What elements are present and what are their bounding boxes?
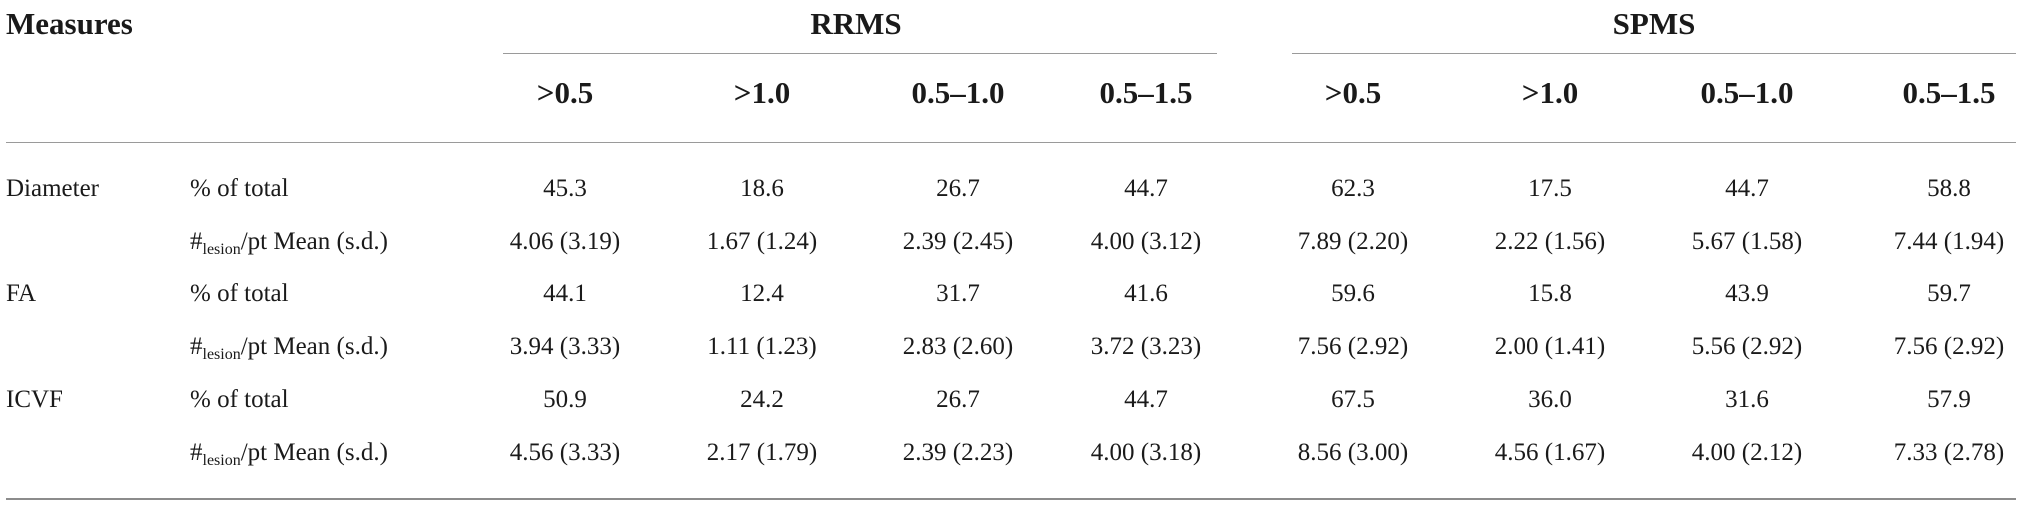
lesion-subscript: lesion: [202, 346, 241, 363]
table-cell: 7.33 (2.78): [1893, 439, 2005, 466]
table-cell: 12.4: [740, 280, 784, 307]
table-cell: 2.22 (1.56): [1494, 228, 1606, 255]
header-bottom-rule: [6, 142, 2016, 143]
row-label-lesion-mean: #lesion/pt Mean (s.d.): [190, 439, 388, 469]
lesion-tail: /pt Mean (s.d.): [240, 439, 388, 466]
table-cell: 43.9: [1725, 280, 1769, 307]
row-label-percent: % of total: [190, 280, 289, 307]
table-cell: 5.67 (1.58): [1691, 228, 1803, 255]
table-cell: 26.7: [936, 175, 980, 202]
table-cell: 8.56 (3.00): [1297, 439, 1409, 466]
table-cell: 15.8: [1528, 280, 1572, 307]
table-cell: 5.56 (2.92): [1691, 333, 1803, 360]
column-header: >0.5: [1324, 75, 1382, 110]
measure-name: Diameter: [6, 175, 100, 202]
table-cell: 50.9: [543, 386, 587, 413]
table-cell: 58.8: [1927, 175, 1971, 202]
table-cell: 7.89 (2.20): [1297, 228, 1409, 255]
lesion-hash: #: [190, 333, 203, 360]
measures-header: Measures: [6, 6, 133, 41]
column-header: >1.0: [733, 75, 791, 110]
rrms-group-rule: [503, 53, 1217, 54]
table-cell: 1.67 (1.24): [706, 228, 818, 255]
table-cell: 4.56 (3.33): [509, 439, 621, 466]
row-label-percent: % of total: [190, 175, 289, 202]
table-cell: 2.83 (2.60): [902, 333, 1014, 360]
table-cell: 57.9: [1927, 386, 1971, 413]
measure-name: ICVF: [6, 386, 63, 413]
table-cell: 17.5: [1528, 175, 1572, 202]
table-cell: 7.56 (2.92): [1297, 333, 1409, 360]
table-cell: 26.7: [936, 386, 980, 413]
table-cell: 3.94 (3.33): [509, 333, 621, 360]
table-cell: 44.7: [1124, 386, 1168, 413]
row-label-percent: % of total: [190, 386, 289, 413]
table-cell: 18.6: [740, 175, 784, 202]
lesion-tail: /pt Mean (s.d.): [240, 333, 388, 360]
table-cell: 59.7: [1927, 280, 1971, 307]
column-header: 0.5–1.5: [1902, 75, 1996, 110]
lesion-hash: #: [190, 439, 203, 466]
table-cell: 31.6: [1725, 386, 1769, 413]
table-cell: 4.00 (2.12): [1691, 439, 1803, 466]
group-header-spms: SPMS: [1612, 6, 1696, 41]
table-cell: 31.7: [936, 280, 980, 307]
column-header: 0.5–1.0: [911, 75, 1005, 110]
table-cell: 45.3: [543, 175, 587, 202]
table-cell: 59.6: [1331, 280, 1375, 307]
group-header-rrms: RRMS: [810, 6, 902, 41]
table-cell: 7.44 (1.94): [1893, 228, 2005, 255]
table-cell: 2.39 (2.45): [902, 228, 1014, 255]
table-cell: 44.7: [1124, 175, 1168, 202]
table-cell: 2.39 (2.23): [902, 439, 1014, 466]
table-cell: 67.5: [1331, 386, 1375, 413]
table-cell: 1.11 (1.23): [707, 333, 817, 360]
table-cell: 2.00 (1.41): [1494, 333, 1606, 360]
table-cell: 36.0: [1528, 386, 1572, 413]
table-cell: 2.17 (1.79): [706, 439, 818, 466]
lesion-subscript: lesion: [202, 241, 241, 258]
table-cell: 7.56 (2.92): [1893, 333, 2005, 360]
column-header: 0.5–1.5: [1099, 75, 1193, 110]
measure-name: FA: [6, 280, 37, 307]
table-cell: 41.6: [1124, 280, 1168, 307]
table-cell: 3.72 (3.23): [1090, 333, 1202, 360]
column-header: >1.0: [1521, 75, 1579, 110]
table-cell: 4.56 (1.67): [1494, 439, 1606, 466]
lesion-hash: #: [190, 228, 203, 255]
row-label-lesion-mean: #lesion/pt Mean (s.d.): [190, 228, 388, 258]
lesion-subscript: lesion: [202, 452, 241, 469]
table-cell: 62.3: [1331, 175, 1375, 202]
table-cell: 44.7: [1725, 175, 1769, 202]
table-bottom-rule: [6, 498, 2016, 500]
table-cell: 44.1: [543, 280, 587, 307]
lesion-tail: /pt Mean (s.d.): [240, 228, 388, 255]
column-header: 0.5–1.0: [1700, 75, 1794, 110]
spms-group-rule: [1292, 53, 2016, 54]
column-header: >0.5: [536, 75, 594, 110]
row-label-lesion-mean: #lesion/pt Mean (s.d.): [190, 333, 388, 363]
table-cell: 4.00 (3.18): [1090, 439, 1202, 466]
table-cell: 4.06 (3.19): [509, 228, 621, 255]
table-cell: 4.00 (3.12): [1090, 228, 1202, 255]
table-cell: 24.2: [740, 386, 784, 413]
